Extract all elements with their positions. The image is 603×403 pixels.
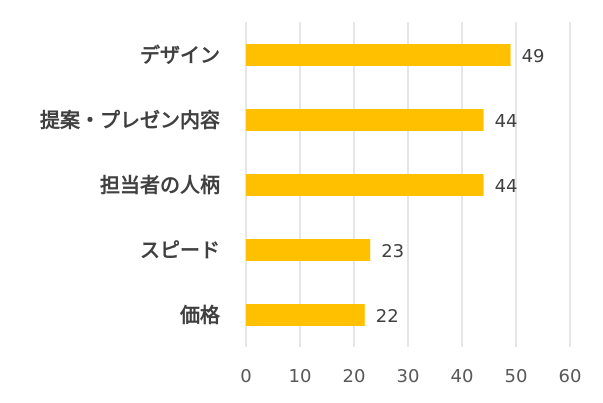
x-tick-label-40: 40 <box>451 366 474 387</box>
data-labels: 49 44 44 23 22 <box>376 46 545 327</box>
x-tick-label-20: 20 <box>343 366 366 387</box>
x-axis-tick-labels: 0 10 20 30 40 50 60 <box>240 366 581 387</box>
bars <box>246 44 511 326</box>
bar-2 <box>246 174 484 196</box>
bar-4 <box>246 304 365 326</box>
data-label-4: 22 <box>376 306 399 327</box>
category-label-1: 提案・プレゼン内容 <box>40 108 220 132</box>
bar-3 <box>246 239 371 261</box>
x-tick-label-60: 60 <box>559 366 582 387</box>
bar-1 <box>246 109 484 131</box>
x-tick-label-10: 10 <box>289 366 312 387</box>
data-label-0: 49 <box>522 46 545 67</box>
data-label-3: 23 <box>381 241 404 262</box>
category-label-2: 担当者の人柄 <box>100 173 220 197</box>
data-label-1: 44 <box>495 111 518 132</box>
x-tick-label-30: 30 <box>397 366 420 387</box>
bar-0 <box>246 44 511 66</box>
category-label-3: スピード <box>140 238 220 262</box>
category-label-0: デザイン <box>140 43 220 67</box>
category-label-4: 価格 <box>179 303 221 327</box>
x-tick-label-50: 50 <box>505 366 528 387</box>
x-tick-label-0: 0 <box>240 366 251 387</box>
data-label-2: 44 <box>495 176 518 197</box>
